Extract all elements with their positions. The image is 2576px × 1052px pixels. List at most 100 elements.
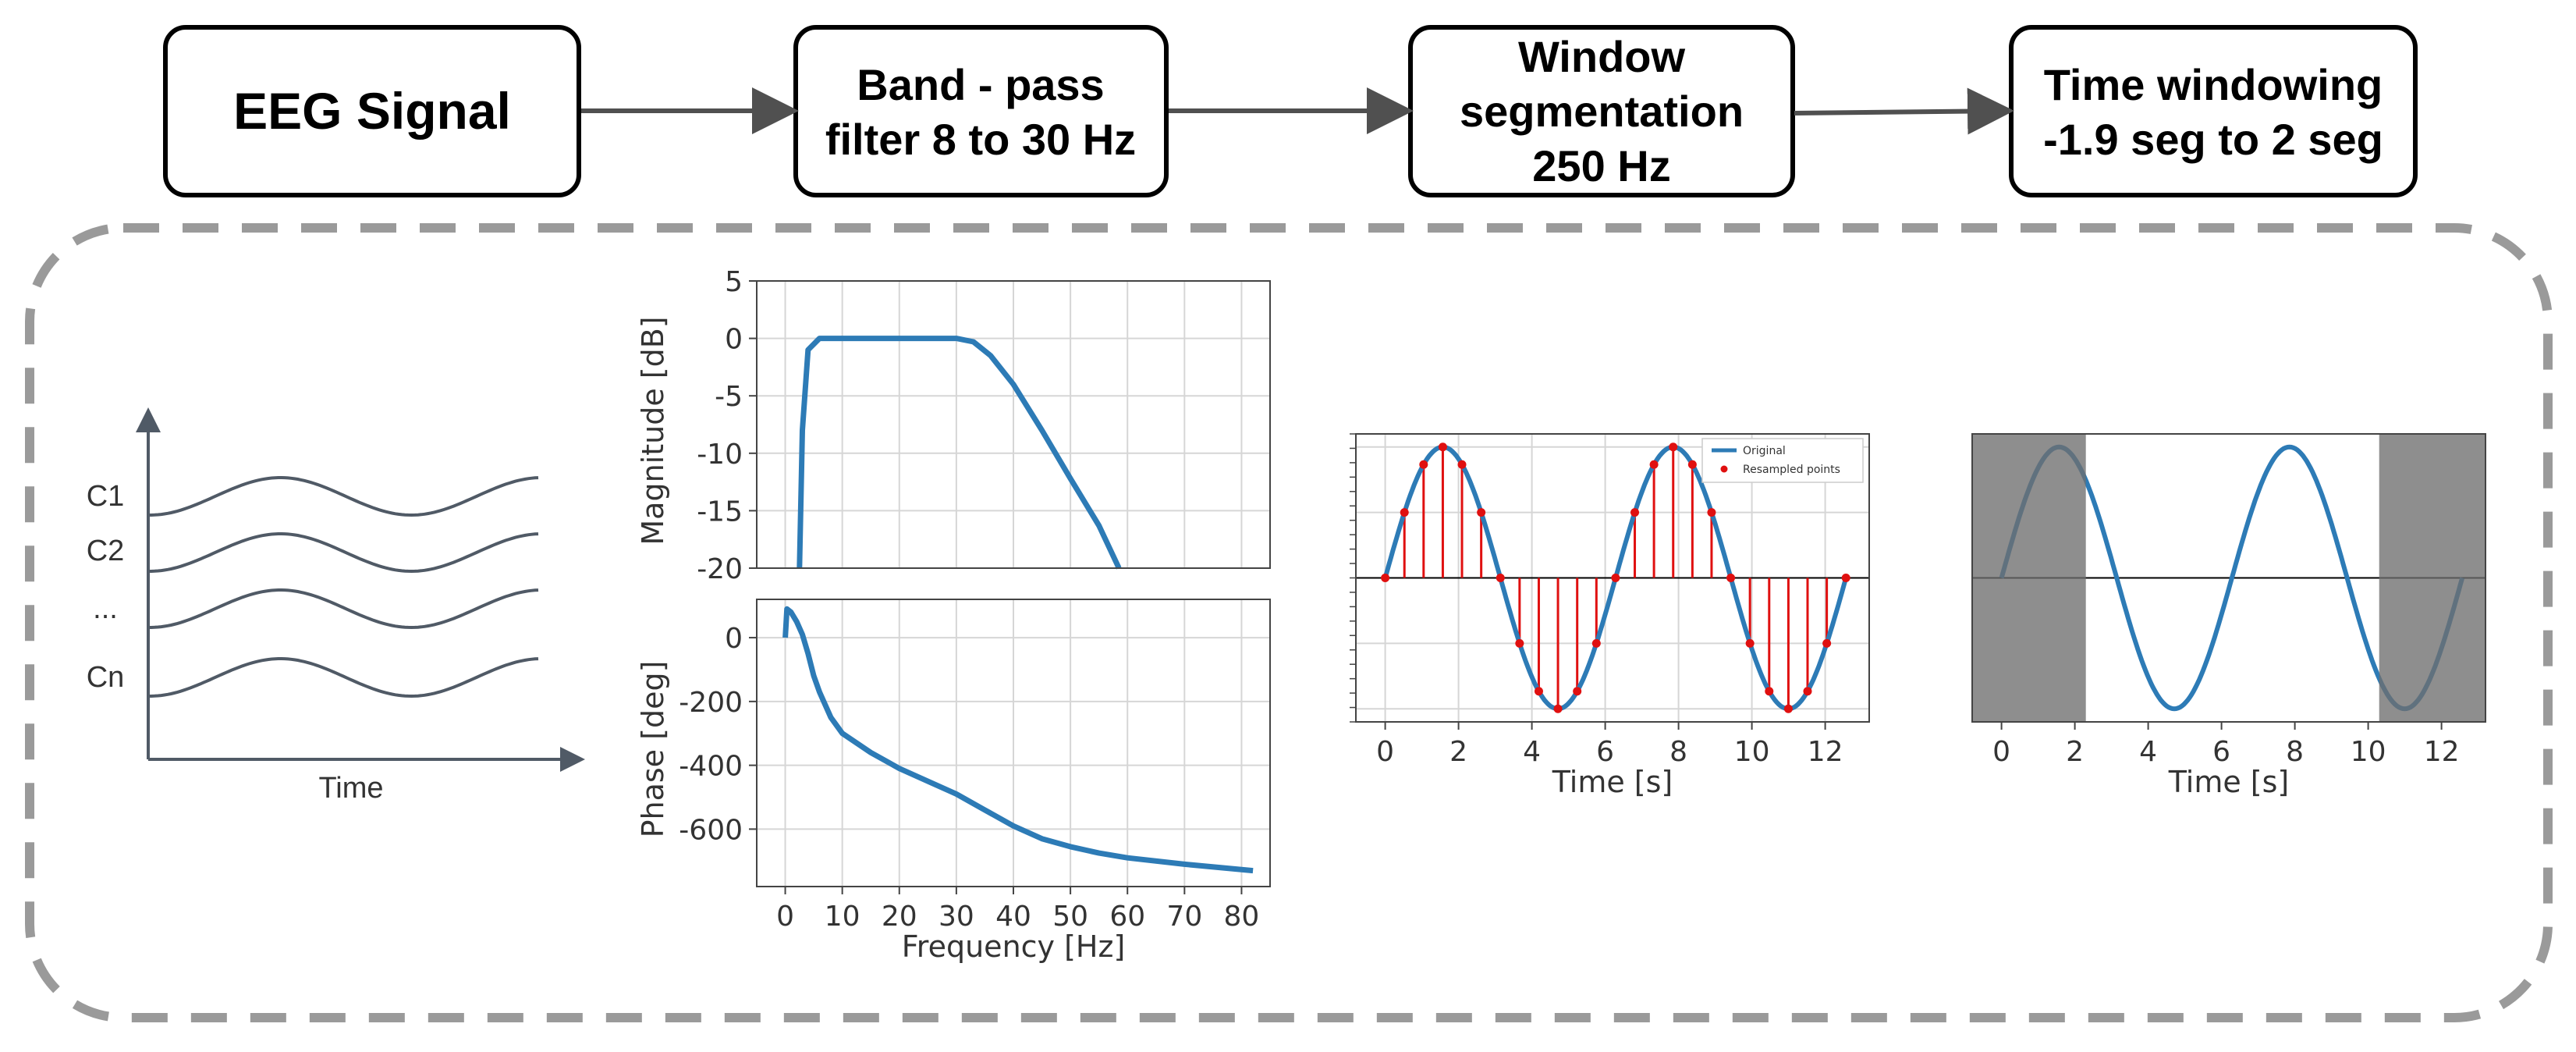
plot-frame <box>1971 433 2486 723</box>
resampled-point <box>1803 687 1812 696</box>
series-line <box>782 606 1254 874</box>
x-tick-label: 70 <box>1166 901 1202 933</box>
resampled-point <box>1669 442 1678 452</box>
magnitude-chart: 5 0 -5 -10 -15 -20 Magnitude [dB] <box>636 266 1271 585</box>
y-tick-label: -20 <box>697 553 743 585</box>
y-tick-label: -10 <box>697 439 743 471</box>
shaded-region <box>1972 434 2086 722</box>
eeg-channel-wave <box>148 657 539 698</box>
stage-box <box>2009 25 2418 197</box>
x-axis-label: Frequency [Hz] <box>902 929 1126 964</box>
resampled-point <box>1381 574 1390 582</box>
dashed-border <box>25 223 2553 1022</box>
stage-window-segmentation: Window segmentation 250 Hz <box>1408 25 1795 197</box>
x-tick-label: 30 <box>939 901 974 933</box>
stage-label-line: filter 8 to 30 Hz <box>825 115 1136 164</box>
resampled-point <box>1765 687 1774 696</box>
series-line <box>797 336 1122 570</box>
stage-bandpass-filter: Band - pass filter 8 to 30 Hz <box>793 25 1169 197</box>
x-tick-label: 2 <box>2066 736 2084 768</box>
resampled-point <box>1515 638 1524 648</box>
resampled-point <box>1707 508 1716 517</box>
resampled-point <box>1438 442 1447 452</box>
eeg-channel-label: ... <box>93 592 118 625</box>
resampled-point <box>1419 460 1428 469</box>
stage-label-line: 250 Hz <box>1532 141 1670 190</box>
x-tick-label: 10 <box>825 901 860 933</box>
eeg-channel-label: C1 <box>87 480 125 513</box>
stage-box <box>163 25 581 197</box>
phase-chart: 0 -200 -400 -600 0 10 20 30 40 50 60 70 80 Frequency … <box>636 599 1271 964</box>
plot-frame <box>756 280 1271 569</box>
legend-label: Resampled points <box>1743 464 1840 476</box>
eeg-channel-wave <box>148 532 539 574</box>
resampled-point <box>1745 638 1755 648</box>
x-tick-label: 60 <box>1109 901 1145 933</box>
y-tick-label: -15 <box>697 496 743 528</box>
windowing-chart: 0 2 4 6 8 10 12 Time [s] <box>1971 433 2486 799</box>
resampled-point <box>1534 687 1543 696</box>
eeg-x-label: Time <box>318 772 383 805</box>
stage-label-line: Time windowing <box>2044 60 2383 109</box>
x-tick-label: 8 <box>2286 736 2304 768</box>
x-tick-label: 10 <box>1734 736 1770 768</box>
resampling-chart: 0 2 4 6 8 10 12 Time [s] Original Resampled point… <box>1350 433 1870 799</box>
resampled-point <box>1822 638 1832 648</box>
resampled-point <box>1726 574 1736 582</box>
y-tick-label: -5 <box>715 381 743 413</box>
stage-label-line: -1.9 seg to 2 seg <box>2043 115 2383 164</box>
x-tick-label: 4 <box>1523 736 1541 768</box>
arrow-3 <box>1794 87 2014 135</box>
x-tick-label: 0 <box>776 901 794 933</box>
x-tick-label: 40 <box>995 901 1031 933</box>
y-tick-label: 5 <box>725 266 743 298</box>
x-tick-label: 80 <box>1224 901 1260 933</box>
eeg-channel-label: Cn <box>87 661 125 694</box>
y-tick-label: 0 <box>725 623 743 655</box>
x-tick-label: 4 <box>2139 736 2157 768</box>
x-tick-label: 6 <box>2212 736 2230 768</box>
x-tick-label: 12 <box>1808 736 1843 768</box>
x-tick-label: 20 <box>882 901 917 933</box>
resampled-point <box>1496 574 1505 582</box>
resampled-point <box>1400 508 1409 517</box>
x-tick-label: 8 <box>1669 736 1687 768</box>
x-tick-label: 10 <box>2351 736 2386 768</box>
legend-label: Original <box>1743 445 1786 457</box>
resampled-point <box>1573 687 1582 696</box>
stage-box <box>793 25 1169 197</box>
stage-label-line: EEG Signal <box>233 82 511 140</box>
x-axis-label: Time [s] <box>1552 765 1673 799</box>
stage-label-line: Band - pass <box>857 60 1104 109</box>
stage-eeg-signal: EEG Signal <box>163 25 581 197</box>
stage-time-windowing: Time windowing -1.9 seg to 2 seg <box>2009 25 2418 197</box>
x-tick-label: 12 <box>2424 736 2460 768</box>
resampled-point <box>1841 574 1850 582</box>
stage-label-line: segmentation <box>1460 87 1744 136</box>
resampled-point <box>1591 638 1601 648</box>
resampled-point <box>1687 460 1697 469</box>
resampled-point <box>1611 574 1620 582</box>
eeg-channel-wave <box>148 588 539 630</box>
x-axis-label: Time [s] <box>2168 765 2290 799</box>
resampled-point <box>1477 508 1486 517</box>
eeg-channel-wave <box>148 476 539 517</box>
shaded-region <box>2379 434 2486 722</box>
x-tick-label: 6 <box>1596 736 1614 768</box>
x-tick-label: 0 <box>1992 736 2010 768</box>
eeg-channel-label: C2 <box>87 535 125 567</box>
y-tick-label: 0 <box>725 324 743 356</box>
resampled-point <box>1630 508 1640 517</box>
y-tick-label: -600 <box>679 814 743 846</box>
eeg-sketch: C1 C2 ... Cn Time <box>87 407 585 805</box>
y-tick-label: -200 <box>679 687 743 719</box>
legend-box <box>1701 438 1864 483</box>
resampled-point <box>1553 704 1563 713</box>
resampled-point <box>1457 460 1467 469</box>
legend-point-swatch <box>1720 465 1728 473</box>
legend: Original Resampled points <box>1701 438 1864 483</box>
y-axis-label: Magnitude [dB] <box>636 316 670 545</box>
resampled-point <box>1783 704 1793 713</box>
x-tick-label: 50 <box>1052 901 1088 933</box>
